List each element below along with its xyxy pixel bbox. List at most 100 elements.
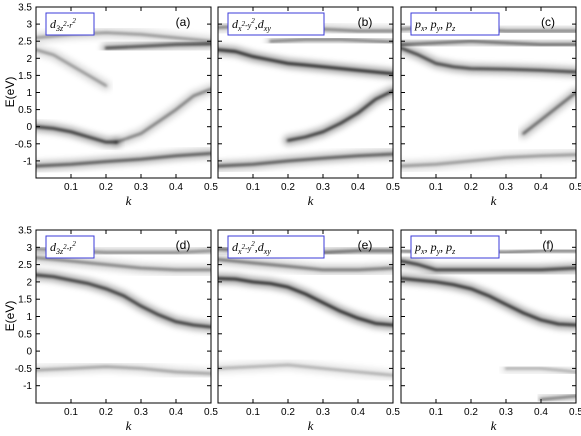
panel-b: 0.1 0.2 0.3 0.4 0.5 k dx2-y2,dxy (b) [217,6,400,208]
panel-letter: (c) [541,15,555,29]
y-tick-label: -1 [23,156,32,167]
band-b2 [36,273,211,329]
x-tick-label: 0.5 [569,182,581,193]
legend-label: dx2-y2,dxy [232,17,271,33]
bands-group [218,20,393,171]
panel-f: 0.1 0.2 0.3 0.4 0.5 k px, py, pz (f) [400,229,581,433]
band-b3 [115,87,211,144]
legend-box [45,12,95,36]
x-tick-label: 0.3 [499,182,513,193]
x-tick-label: 0.4 [351,407,365,418]
x-tick-label: 0.5 [386,182,400,193]
band-b4 [269,38,393,44]
x-axis-label: k [126,418,132,433]
x-tick-label: 0.4 [534,407,548,418]
x-tick-label: 0.2 [464,407,478,418]
legend-label: px, py, pz [414,240,456,256]
x-tick-label: 0.3 [134,407,148,418]
y-tick-label: 1 [26,312,32,323]
y-tick-label: 2 [26,54,32,65]
band-b1 [401,153,576,168]
x-tick-label: 0.3 [316,407,330,418]
x-axis-label: k [126,193,132,208]
band-b1 [36,152,211,168]
panels-group: 0.1 0.2 0.3 0.4 0.5 -1 -0.5 0 0.5 1 1.5 2 2.5 3 3.5 k d3… [15,3,581,434]
y-axis-label-bottom: E(eV) [3,301,17,332]
x-axis-label: k [308,193,314,208]
x-tick-label: 0.3 [316,182,330,193]
x-tick-label: 0.5 [569,407,581,418]
x-tick-label: 0.5 [204,407,218,418]
x-tick-label: 0.4 [169,407,183,418]
x-tick-label: 0.1 [246,182,260,193]
y-axis-label-top: E(eV) [3,77,17,108]
x-tick-label: 0.4 [534,182,548,193]
y-tick-label: 1.5 [18,71,32,82]
x-tick-label: 0.1 [429,182,443,193]
band-b3 [218,48,393,75]
panel-e: 0.1 0.2 0.3 0.4 0.5 k dx2-y2,dxy (e) [217,229,400,433]
band-b2 [286,89,393,142]
band-b1 [36,365,211,375]
panel-letter: (a) [176,15,191,29]
y-tick-label: -0.5 [15,364,33,375]
y-tick-label: 2.5 [18,260,32,271]
legend-label: d3z2-r2 [50,240,76,256]
band-b4 [401,259,576,271]
band-b2 [36,125,118,144]
y-tick-label: -1 [23,381,32,392]
band-b2 [539,394,576,401]
legend-box [227,12,325,36]
y-tick-label: 3 [26,20,32,31]
legend-label: dx2-y2,dxy [232,240,271,256]
legend-label: px, py, pz [414,17,456,33]
legend-box [45,235,95,259]
legend-box [410,12,500,36]
band-b4 [401,40,576,46]
panel-letter: (e) [358,238,373,252]
y-tick-label: 2.5 [18,37,32,48]
band-b2 [522,91,576,135]
y-tick-label: 1 [26,88,32,99]
x-tick-label: 0.3 [499,407,513,418]
x-tick-label: 0.2 [281,407,295,418]
y-tick-label: 0.5 [18,105,32,116]
band-b1 [504,367,576,374]
panel-letter: (f) [542,238,553,252]
x-tick-label: 0.1 [246,407,260,418]
y-tick-label: -0.5 [15,139,33,150]
x-axis-label: k [308,418,314,433]
x-tick-label: 0.4 [351,182,365,193]
x-tick-label: 0.5 [386,407,400,418]
band-b3 [36,256,211,271]
x-axis-label: k [491,418,497,433]
panel-letter: (d) [176,238,191,252]
legend-label: d3z2-r2 [50,17,76,33]
band-b1 [218,363,393,377]
y-tick-label: 1.5 [18,295,32,306]
y-tick-label: 2 [26,277,32,288]
band-b4 [36,48,108,87]
x-tick-label: 0.1 [429,407,443,418]
x-tick-label: 0.2 [464,182,478,193]
panel-letter: (b) [358,15,373,29]
band-b3 [218,277,393,327]
x-tick-label: 0.3 [134,182,148,193]
band-b4 [218,258,393,271]
legend-box [227,235,325,259]
x-tick-label: 0.2 [281,182,295,193]
y-tick-label: 3.5 [18,3,32,14]
band-b3 [401,46,576,74]
y-tick-label: 3.5 [18,226,32,237]
band-b1 [218,152,393,168]
legend-box [410,235,500,259]
x-tick-label: 0.1 [64,407,78,418]
x-tick-label: 0.5 [204,182,218,193]
y-tick-label: 0.5 [18,329,32,340]
x-tick-label: 0.2 [99,182,113,193]
band-b3 [401,277,576,327]
x-axis-label: k [491,193,497,208]
panel-d: 0.1 0.2 0.3 0.4 0.5 -1 -0.5 0 0.5 1 1.5 2 2.5 3 3.5 k d3… [15,226,219,434]
y-tick-label: 0 [26,122,32,133]
